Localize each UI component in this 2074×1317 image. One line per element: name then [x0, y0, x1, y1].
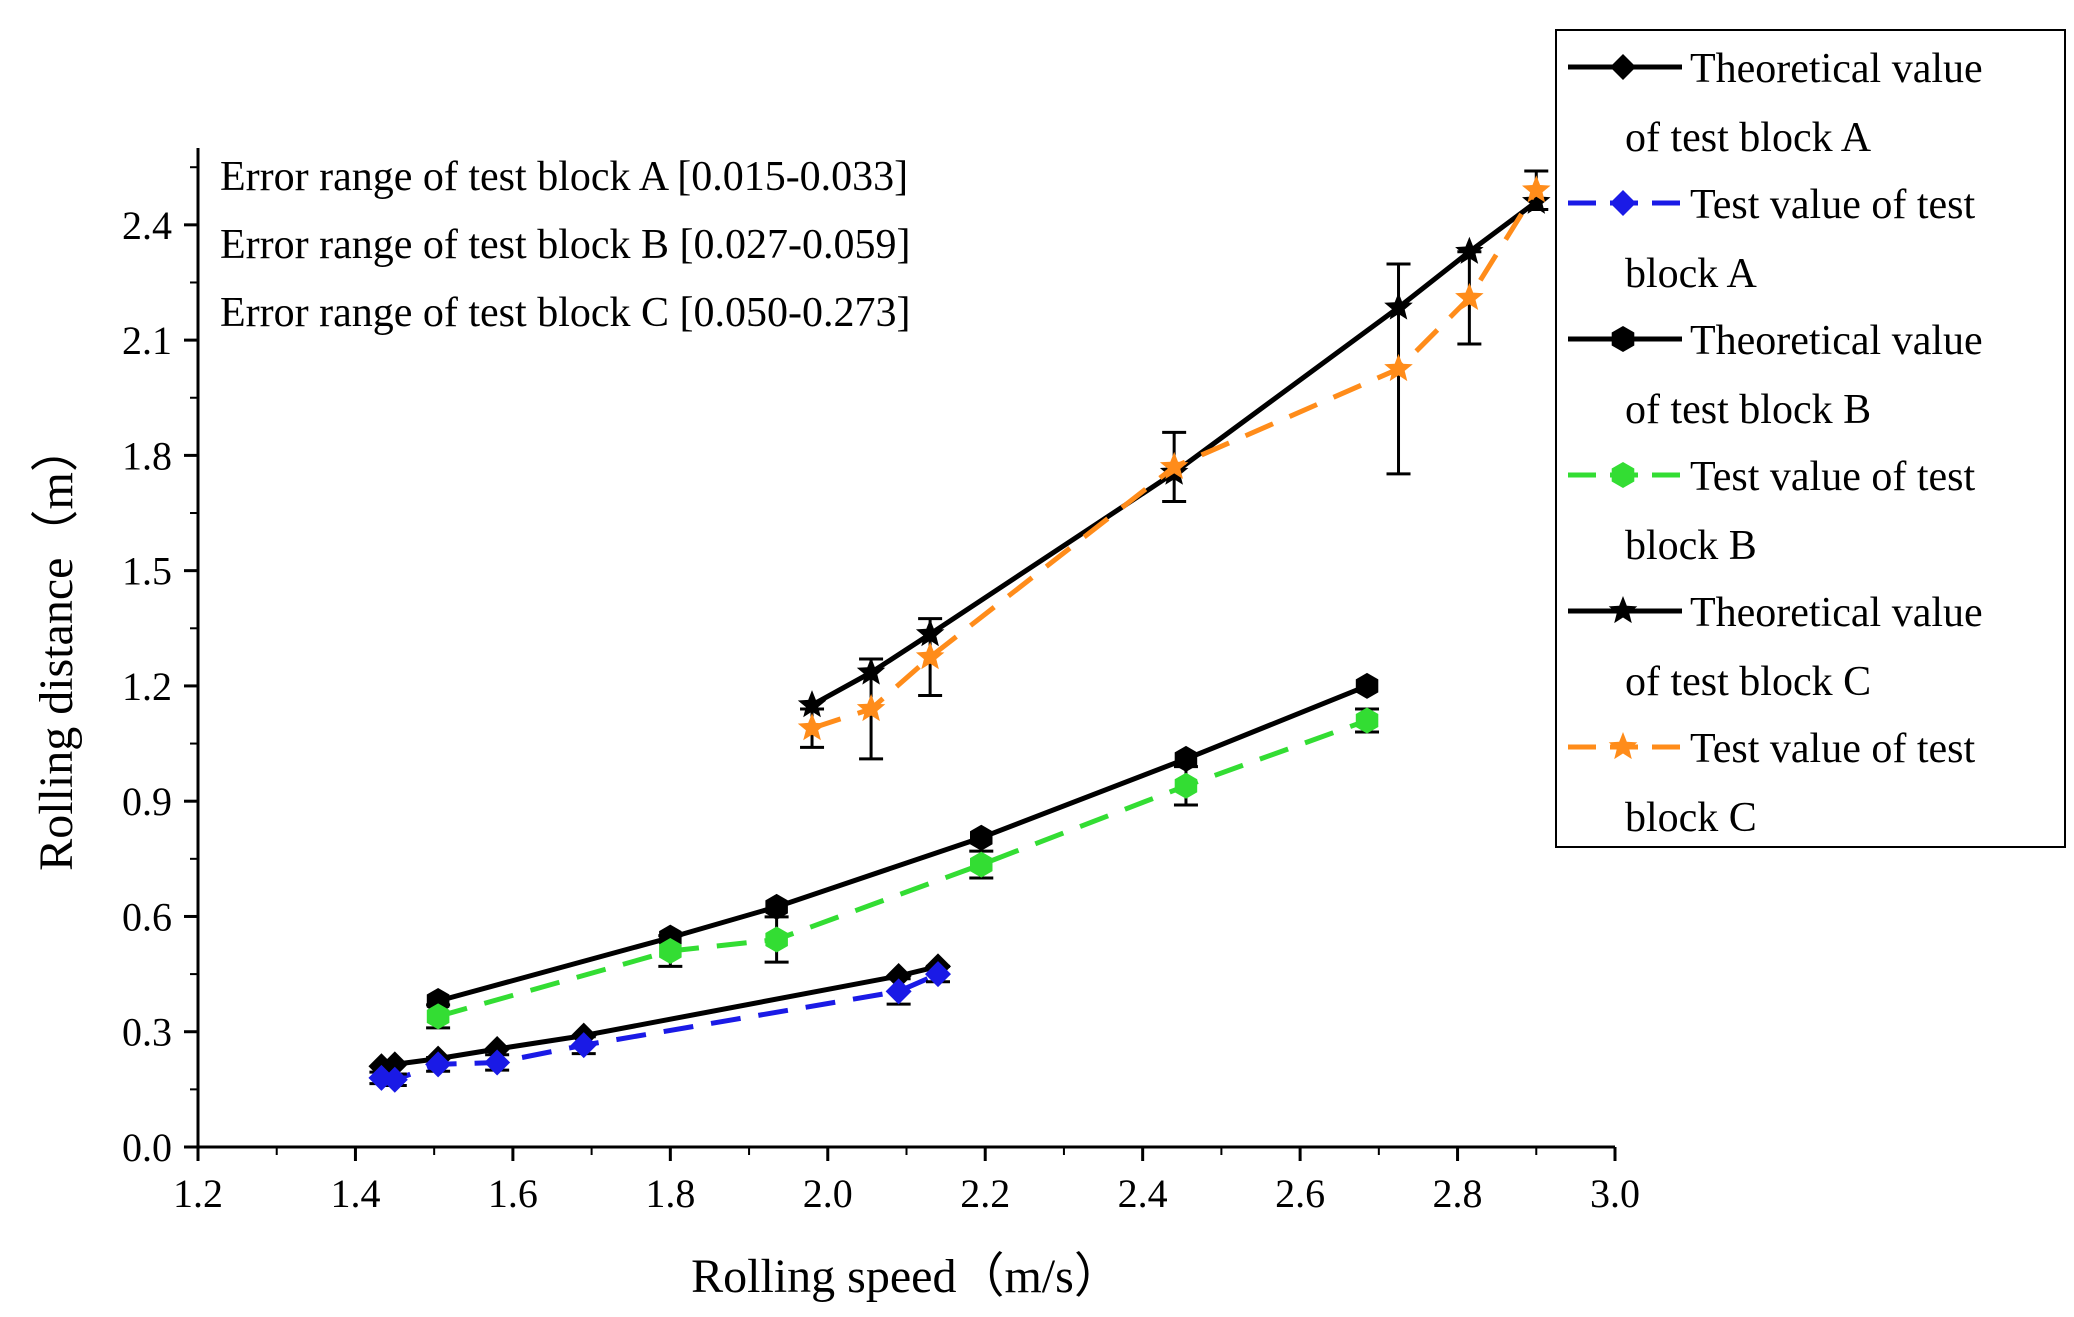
y-tick-label: 2.4	[122, 203, 172, 248]
legend-entry-text: Test value of test	[1690, 182, 1975, 228]
legend-entry-text: block C	[1625, 795, 1757, 841]
legend-entry-text: of test block B	[1625, 387, 1871, 433]
legend-swatch-marker	[1608, 732, 1638, 760]
x-tick-label: 2.8	[1433, 1171, 1483, 1216]
legend-entry-text: Theoretical value	[1690, 46, 1983, 92]
data-point	[484, 1049, 511, 1076]
data-point	[765, 926, 788, 953]
x-tick-label: 2.0	[803, 1171, 853, 1216]
data-point	[797, 690, 827, 718]
legend-swatch-marker	[1610, 54, 1636, 80]
y-tick-label: 1.8	[122, 433, 172, 478]
legend-swatch-marker	[1611, 462, 1635, 488]
series-line	[381, 963, 939, 1069]
data-point	[885, 978, 912, 1005]
x-tick-label: 2.2	[960, 1171, 1010, 1216]
error-range-annotations: Error range of test block A [0.015-0.033…	[220, 154, 910, 336]
data-point	[1522, 175, 1551, 203]
data-point	[970, 824, 993, 851]
y-tick-label: 1.5	[122, 549, 172, 594]
data-point	[915, 642, 945, 670]
y-tick-label: 0.0	[122, 1125, 172, 1170]
series-1	[368, 953, 951, 1080]
legend-swatch-marker	[1610, 190, 1636, 216]
y-tick-label: 0.9	[122, 779, 172, 824]
data-point	[381, 1066, 408, 1093]
legend: Theoretical value of test block A Test val…	[1555, 29, 2066, 848]
y-tick-label: 2.1	[122, 318, 172, 363]
legend-swatch-marker	[1611, 326, 1635, 352]
x-tick-label: 1.8	[645, 1171, 695, 1216]
legend-entry-text: block A	[1625, 251, 1757, 297]
legend-entry-text: Test value of test	[1690, 454, 1975, 500]
y-tick-label: 1.2	[122, 664, 172, 709]
data-point	[797, 713, 827, 741]
series-layer	[368, 169, 1551, 1093]
x-tick-label: 3.0	[1590, 1171, 1640, 1216]
error-range-annotation: Error range of test block A [0.015-0.033…	[220, 154, 908, 200]
series-4	[426, 707, 1380, 1030]
series-line	[381, 971, 940, 1083]
x-tick-label: 2.6	[1275, 1171, 1325, 1216]
data-point	[659, 938, 682, 964]
error-range-annotation: Error range of test block B [0.027-0.059…	[220, 222, 910, 268]
data-point	[1355, 707, 1379, 734]
data-point	[924, 961, 951, 988]
data-point	[885, 963, 912, 990]
error-range-annotation: Error range of test block C [0.050-0.273…	[220, 290, 910, 336]
x-tick-label: 2.4	[1118, 1171, 1168, 1216]
legend-entry-text: of test block A	[1625, 115, 1872, 161]
legend-entry-text: block B	[1625, 523, 1757, 569]
legend-entry-text: Theoretical value	[1690, 590, 1983, 636]
data-point	[1355, 672, 1379, 699]
axes: 1.2 1.4 1.6 1.8 2.0 2.2 2.4 2.6 2.8 3.0 0.0 0.3 0.6 0…	[30, 148, 1640, 1303]
y-tick-label: 0.6	[122, 894, 172, 939]
data-point	[1455, 282, 1484, 310]
data-point	[1159, 451, 1189, 479]
legend-entry-text: Theoretical value	[1690, 318, 1983, 364]
data-point	[970, 851, 993, 878]
x-tick-label: 1.6	[488, 1171, 538, 1216]
data-point	[425, 1051, 452, 1078]
data-point	[570, 1032, 597, 1059]
x-tick-label: 1.4	[330, 1171, 380, 1216]
y-axis-title: Rolling distance（m）	[30, 424, 83, 871]
series-3	[426, 672, 1379, 1014]
y-tick-label: 0.3	[122, 1010, 172, 1055]
series-2	[368, 961, 951, 1093]
legend-box	[1555, 29, 2066, 848]
legend-entry-text: Test value of test	[1690, 726, 1975, 772]
legend-entry-text: of test block C	[1625, 659, 1871, 705]
data-point	[765, 893, 788, 920]
x-axis-title: Rolling speed（m/s）	[691, 1250, 1122, 1303]
series-line	[437, 718, 1368, 1019]
legend-swatch-marker	[1608, 596, 1638, 624]
series-6	[797, 169, 1551, 761]
series-line	[437, 683, 1368, 1004]
data-point	[1174, 772, 1198, 799]
x-tick-label: 1.2	[173, 1171, 223, 1216]
data-point	[856, 694, 886, 722]
data-point	[1384, 353, 1413, 382]
data-point	[426, 1003, 450, 1030]
